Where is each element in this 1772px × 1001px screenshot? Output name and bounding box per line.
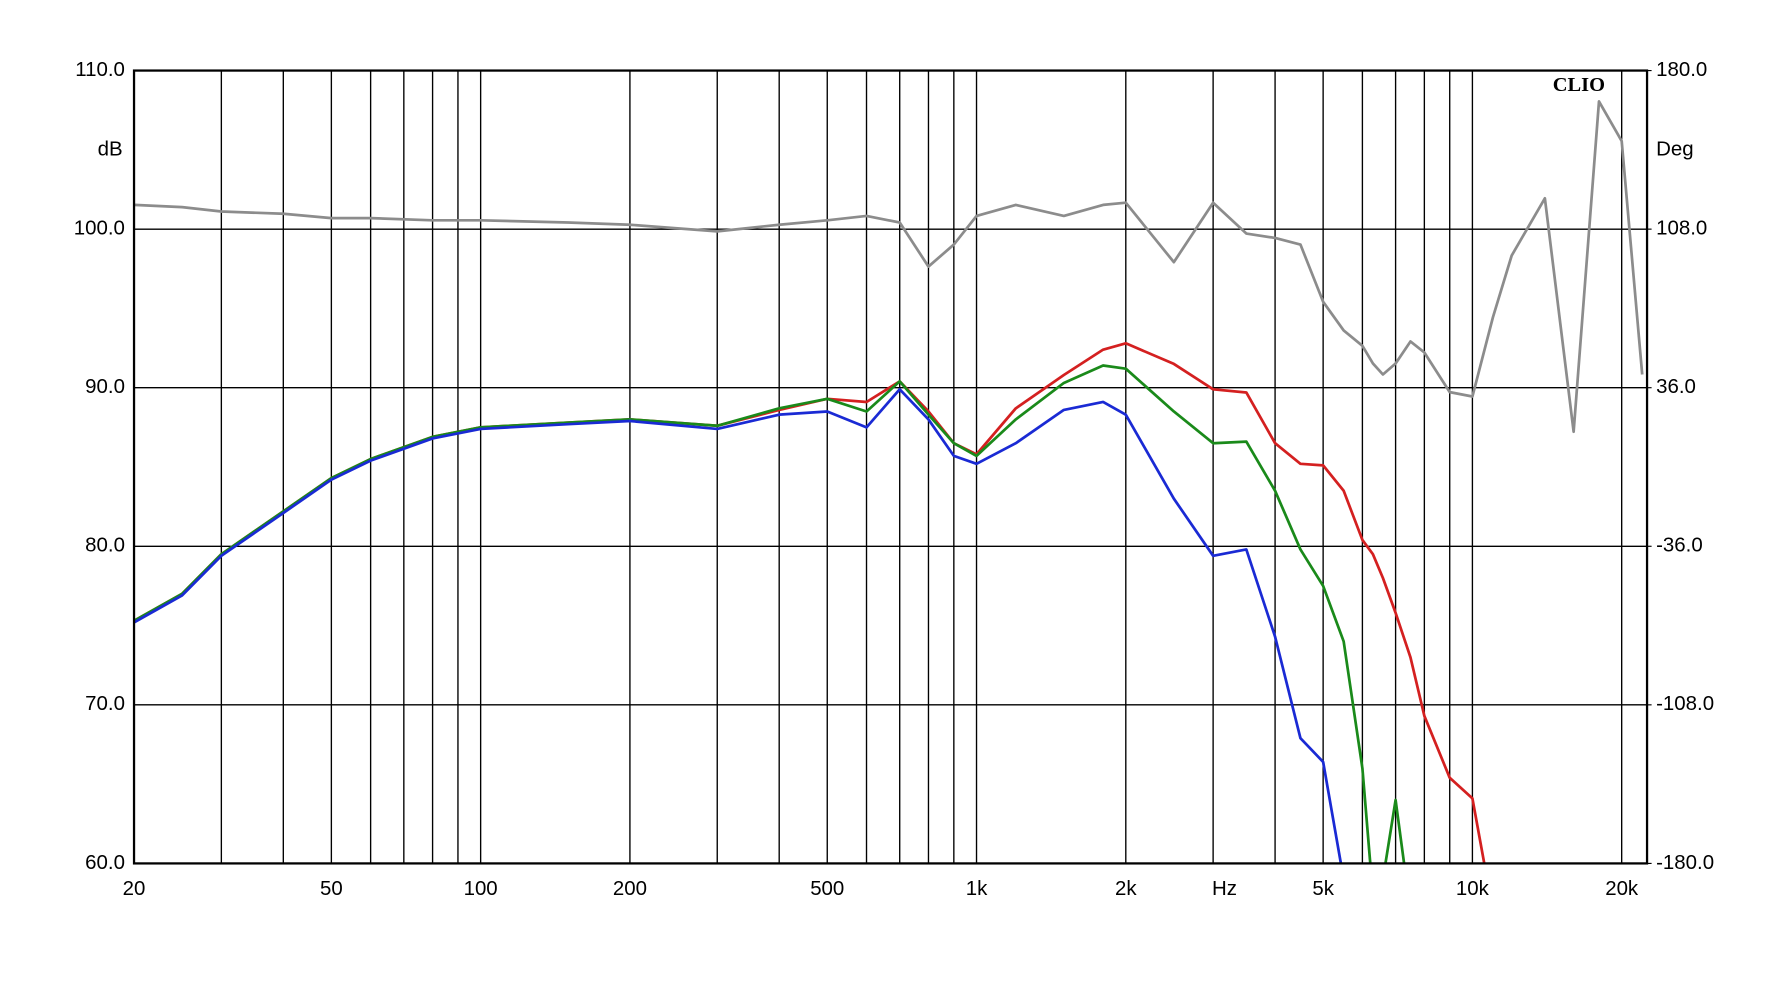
y2-axis-label: Deg [1656,137,1694,160]
y2-tick-label: 180.0 [1656,58,1707,81]
x-tick-label: 1k [966,877,988,900]
x-tick-label: 10k [1456,877,1490,900]
x-tick-label: 50 [320,877,343,900]
series-line [134,341,1486,864]
y2-tick-label: -108.0 [1656,692,1714,715]
labels: CLIO dB Deg Hz 60.0 70.0 80.0 90.0 100.0 110.… [74,58,1714,900]
x-tick-label: 500 [810,877,844,900]
y2-tick-label: -36.0 [1656,534,1703,557]
grid [133,69,1652,865]
x-tick-label: 20 [123,877,146,900]
x-tick-label: 5k [1312,877,1334,900]
y-tick-label: 70.0 [85,692,125,715]
y-tick-label: 100.0 [74,217,125,240]
y2-tick-label: 36.0 [1656,375,1696,398]
x-tick-label: 2k [1115,877,1137,900]
watermark: CLIO [1553,74,1605,96]
x-axis-label: Hz [1212,877,1237,900]
y2-tick-label: -180.0 [1656,851,1714,874]
series-line [134,387,1343,864]
x-tick-label: 20k [1605,877,1639,900]
series-line [134,364,1406,864]
series-line [134,100,1644,434]
y-tick-label: 80.0 [85,534,125,557]
y-axis-label: dB [98,137,123,160]
y2-tick-label: 108.0 [1656,217,1707,240]
y-tick-label: 90.0 [85,375,125,398]
y-tick-label: 110.0 [75,58,125,81]
plot-lines [134,100,1644,864]
x-tick-label: 200 [613,877,647,900]
x-tick-label: 100 [464,877,498,900]
plot-frame [132,69,1649,865]
y-tick-label: 60.0 [85,851,125,874]
